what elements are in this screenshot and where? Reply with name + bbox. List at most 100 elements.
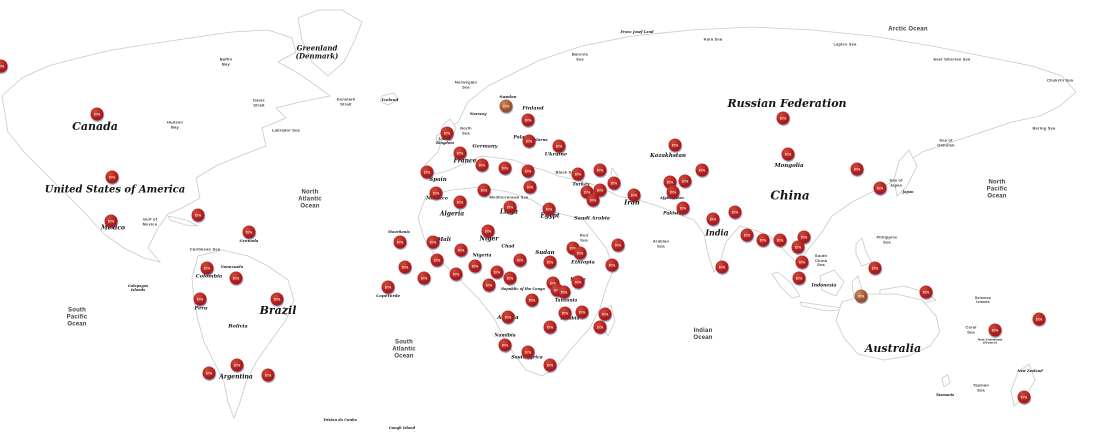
map-marker[interactable]: IPA [728,205,742,219]
map-marker[interactable]: IPA [593,183,607,197]
map-marker[interactable]: IPA [740,228,754,242]
map-marker[interactable]: IPA [454,243,468,257]
map-marker[interactable]: IPA [477,183,491,197]
map-marker[interactable]: IPA [105,170,119,184]
map-marker[interactable]: IPA [523,180,537,194]
map-marker[interactable]: IPA [663,175,677,189]
map-marker[interactable]: IPA [668,138,682,152]
map-marker[interactable]: IPA [393,235,407,249]
map-marker[interactable]: IPA [90,107,104,121]
map-marker[interactable]: IPA [453,146,467,160]
map-marker[interactable]: IPA [543,320,557,334]
map-marker[interactable]: IPA [557,285,571,299]
map-marker[interactable]: IPA [792,271,806,285]
map-marker[interactable]: IPA [0,59,8,73]
map-marker[interactable]: IPA [756,233,770,247]
map-marker[interactable]: IPA [525,293,539,307]
map-marker[interactable]: IPA [449,267,463,281]
coastline-south-america [191,249,295,420]
map-marker[interactable]: IPA [575,305,589,319]
map-marker[interactable]: IPA [420,165,434,179]
map-marker[interactable]: IPA [202,366,216,380]
map-marker[interactable]: IPA [381,280,395,294]
map-marker[interactable]: IPA [678,174,692,188]
map-marker[interactable]: IPA [398,260,412,274]
map-marker[interactable]: IPA [573,246,587,260]
map-marker[interactable]: IPA [854,289,868,303]
map-marker[interactable]: IPA [104,214,118,228]
map-marker[interactable]: IPA [795,255,809,269]
map-marker[interactable]: IPA [543,255,557,269]
map-marker[interactable]: IPA [666,185,680,199]
coastline-tasmania [941,374,951,388]
map-marker[interactable]: IPA [481,224,495,238]
coastline-iceland [379,92,399,106]
coastline-australia [835,293,941,361]
map-marker[interactable]: IPA [229,271,243,285]
map-marker[interactable]: IPA [440,126,454,140]
map-marker[interactable]: IPA [468,259,482,273]
map-marker[interactable]: IPA [988,323,1002,337]
map-marker[interactable]: IPA [797,230,811,244]
map-marker[interactable]: IPA [426,235,440,249]
map-marker[interactable]: IPA [417,271,431,285]
coastline-java [799,301,849,312]
map-marker[interactable]: IPA [200,261,214,275]
map-marker[interactable]: IPA [552,139,566,153]
map-marker[interactable]: IPA [611,238,625,252]
map-marker[interactable]: IPA [850,162,864,176]
map-marker[interactable]: IPA [1032,312,1046,326]
map-marker[interactable]: IPA [475,158,489,172]
map-marker[interactable]: IPA [919,285,933,299]
map-marker[interactable]: IPA [781,147,795,161]
map-marker[interactable]: IPA [571,275,585,289]
map-marker[interactable]: IPA [593,163,607,177]
map-marker[interactable]: IPA [522,134,536,148]
map-marker[interactable]: IPA [521,345,535,359]
map-marker[interactable]: IPA [430,253,444,267]
map-marker[interactable]: IPA [586,193,600,207]
map-marker[interactable]: IPA [482,278,496,292]
map-marker[interactable]: IPA [773,233,787,247]
map-marker[interactable]: IPA [513,253,527,267]
map-marker[interactable]: IPA [776,111,790,125]
map-marker[interactable]: IPA [542,202,556,216]
map-marker[interactable]: IPA [230,358,244,372]
coastline-sumatra [771,271,801,299]
map-marker[interactable]: IPA [598,307,612,321]
map-marker[interactable]: IPA [501,310,515,324]
map-marker[interactable]: IPA [676,201,690,215]
map-marker[interactable]: IPA [191,208,205,222]
coastline-greenland [297,9,363,77]
map-marker[interactable]: IPA [605,258,619,272]
map-marker[interactable]: IPA [593,320,607,334]
map-marker[interactable]: IPA [1017,390,1031,404]
map-marker[interactable]: IPA [193,292,207,306]
map-marker[interactable]: IPA [499,99,513,113]
map-marker[interactable]: IPA [521,113,535,127]
map-marker[interactable]: IPA [873,181,887,195]
map-marker[interactable]: IPA [242,225,256,239]
map-marker[interactable]: IPA [627,188,641,202]
map-marker[interactable]: IPA [695,163,709,177]
map-marker[interactable]: IPA [453,195,467,209]
map-marker[interactable]: IPA [270,292,284,306]
map-marker[interactable]: IPA [503,271,517,285]
map-marker[interactable]: IPA [498,338,512,352]
map-marker[interactable]: IPA [607,176,621,190]
coastline-cuba [167,215,199,227]
map-marker[interactable]: IPA [498,161,512,175]
map-marker[interactable]: IPA [715,260,729,274]
map-marker[interactable]: IPA [791,240,805,254]
map-marker[interactable]: IPA [558,306,572,320]
coastline-japan [893,149,918,197]
map-marker[interactable]: IPA [521,164,535,178]
map-marker[interactable]: IPA [571,167,585,181]
map-marker[interactable]: IPA [490,265,504,279]
map-marker[interactable]: IPA [261,368,275,382]
map-marker[interactable]: IPA [503,200,517,214]
map-marker[interactable]: IPA [706,212,720,226]
map-marker[interactable]: IPA [543,358,557,372]
map-marker[interactable]: IPA [429,186,443,200]
map-marker[interactable]: IPA [868,261,882,275]
